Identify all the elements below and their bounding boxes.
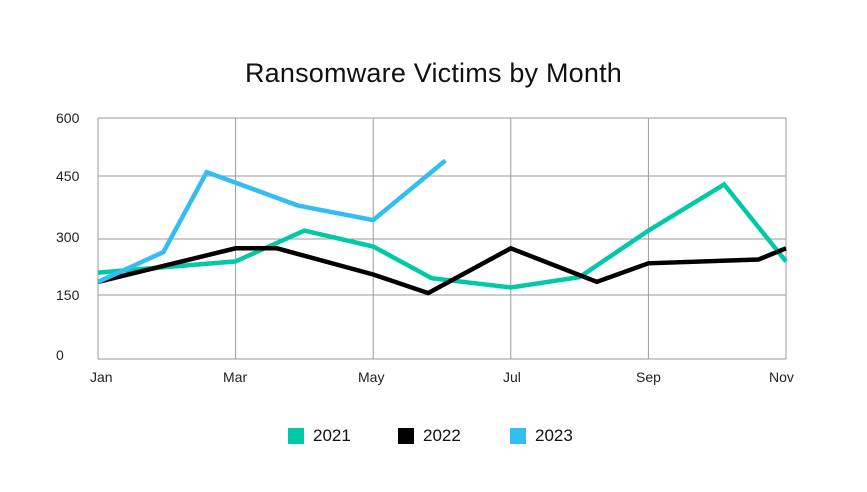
chart-title: Ransomware Victims by Month [244, 58, 623, 88]
x-tick-nov: Nov [769, 369, 794, 385]
series-line-2022 [97, 245, 787, 296]
legend: 2021 2022 2023 [0, 425, 867, 449]
series-line-2021 [97, 181, 788, 290]
y-tick-0: 0 [56, 347, 64, 363]
gridlines [97, 117, 787, 360]
series-line-2023 [97, 158, 447, 284]
legend-item-2022[interactable]: 2022 [398, 425, 461, 447]
x-tick-may: May [358, 369, 385, 385]
data-lines [97, 158, 788, 296]
legend-swatch-2022 [398, 428, 414, 444]
legend-swatch-2023 [510, 428, 526, 444]
legend-item-2023[interactable]: 2023 [510, 425, 573, 447]
y-tick-600: 600 [56, 110, 80, 126]
legend-label-2022: 2022 [423, 426, 461, 445]
x-tick-sep: Sep [636, 369, 661, 385]
legend-label-2023: 2023 [535, 426, 573, 445]
legend-label-2021: 2021 [313, 426, 351, 445]
x-tick-jul: Jul [503, 369, 521, 385]
legend-item-2021[interactable]: 2021 [288, 425, 351, 447]
y-tick-450: 450 [56, 168, 80, 184]
x-tick-jan: Jan [90, 369, 113, 385]
legend-swatch-2021 [288, 428, 304, 444]
y-tick-150: 150 [56, 287, 80, 303]
x-tick-mar: Mar [223, 369, 248, 385]
y-tick-300: 300 [56, 229, 80, 245]
